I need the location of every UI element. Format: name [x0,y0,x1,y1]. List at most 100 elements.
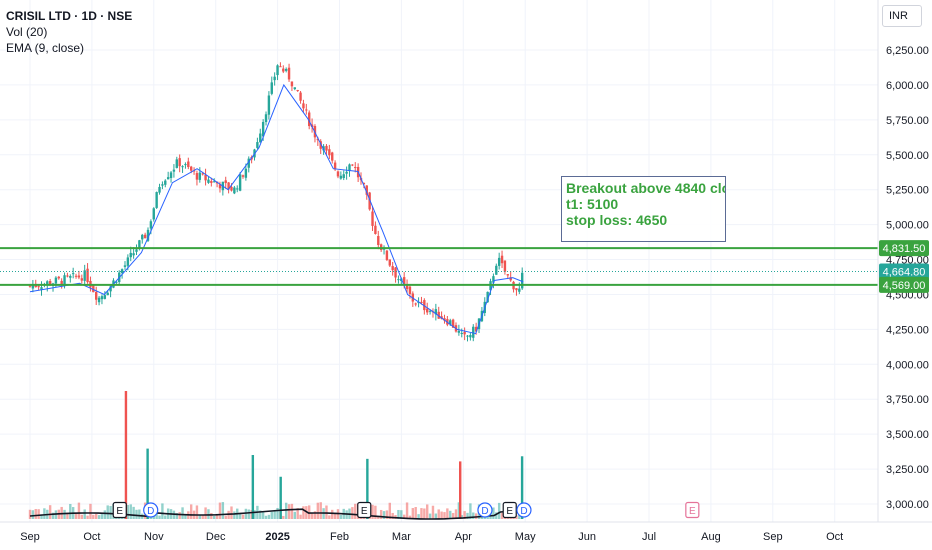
volume-bar [469,503,472,519]
volume-bar [492,507,495,519]
candle-body [181,166,184,168]
volume-bar [500,512,504,519]
volume-bar [126,504,130,519]
candle-body [37,286,40,288]
currency-button[interactable]: INR [882,5,922,27]
volume-bar [66,512,69,519]
y-tick-label: 3,000.00 [886,499,929,511]
volume-bar [296,508,299,519]
candle-body [518,288,521,292]
ema-path [29,83,524,335]
volume-bar [198,514,202,519]
volume-bar [51,512,55,519]
volume-bar [97,515,101,519]
candle-body [307,112,311,127]
volume-spike [520,456,524,519]
volume-bar [428,513,432,519]
price-axis[interactable]: 3,000.00 3,250.00 3,500.00 3,750.00 4,000.00… [886,45,929,511]
volume-bar [244,508,248,519]
chart-legend: CRISIL LTD · 1D · NSE Vol (20) EMA (9, c… [6,8,132,56]
volume-bar [339,515,343,519]
volume-bar [417,514,420,519]
candle-body [290,81,294,87]
candle-body [66,275,69,277]
y-tick-label: 3,750.00 [886,394,929,406]
price-tag-bg [879,276,929,293]
candle-body [256,142,259,148]
candle-body [57,276,60,279]
volume-bar [408,515,412,519]
candle-body [204,174,207,181]
candle-body [40,287,43,290]
annotation-line-3: stop loss: 4650 [566,212,668,228]
candle-body [92,285,95,293]
time-axis[interactable]: Sep Oct Nov Dec 2025 Feb Mar Apr May Jun Jul Aug Sep… [20,531,843,543]
earnings-marker-label: E [506,506,513,517]
candle-body [371,211,374,226]
price-tag-bg [879,240,929,257]
candle-body [132,253,135,256]
candle-body [365,185,368,195]
volume-bar [95,513,98,519]
candle-body [426,308,429,313]
symbol-title[interactable]: CRISIL LTD · 1D · NSE [6,9,133,23]
volume-bar [333,512,337,519]
earnings-marker [112,501,127,519]
volume-bar [377,515,380,519]
volume-bar [201,515,204,519]
candle-body [233,187,236,194]
candle-body [178,158,181,167]
earnings-marker-label: E [116,506,123,517]
candle-body [492,276,495,283]
candle-body [368,192,371,210]
candle-body [336,171,340,177]
volume-bar [451,513,455,519]
x-tick-label: Sep [20,531,40,543]
volume-bar [259,510,262,519]
candle-body [328,149,331,156]
volume-indicator-label[interactable]: Vol (20) [6,25,48,39]
candle-body [152,208,155,220]
volume-bar [264,515,268,519]
volume-bar [195,505,199,519]
price-tag-label: 4,831.50 [883,243,926,255]
candle-body [351,164,354,166]
candle-body [83,270,86,281]
candle-body [74,275,78,277]
volume-bar [230,506,233,519]
candle-body [472,326,475,338]
y-tick-label: 4,000.00 [886,359,929,371]
y-tick-label: 3,250.00 [886,464,929,476]
annotation-line-1: Breakout above 4840 clos [566,180,726,196]
candle-body [60,280,63,285]
volume-bar [440,511,443,519]
volume-bar [385,510,389,519]
candle-body [63,275,66,286]
volume-bar [460,515,463,519]
x-tick-label: Apr [455,531,472,543]
volume-bar [316,502,320,519]
candle-body [109,286,112,292]
volume-bar [106,505,109,519]
volume-bar [388,502,391,519]
candle-body [497,257,501,266]
candle-body [385,250,389,260]
annotation-box[interactable]: Breakout above 4840 clos t1: 5100 stop l… [561,176,726,242]
volume-spike [279,476,282,519]
candle-body [86,268,89,283]
earnings-marker-label: E [689,506,696,517]
ema-indicator-label[interactable]: EMA (9, close) [6,41,85,55]
candle-body [388,259,391,266]
candle-body [166,177,170,180]
volume-bar [175,513,178,519]
volume-bar [313,511,317,519]
candle-body [48,281,52,286]
volume-bar [299,514,302,519]
candle-body [374,225,377,234]
volume-bar [420,508,423,519]
volume-bar [37,509,40,519]
horizontal-levels[interactable] [0,247,878,286]
volume-spike [251,455,255,519]
